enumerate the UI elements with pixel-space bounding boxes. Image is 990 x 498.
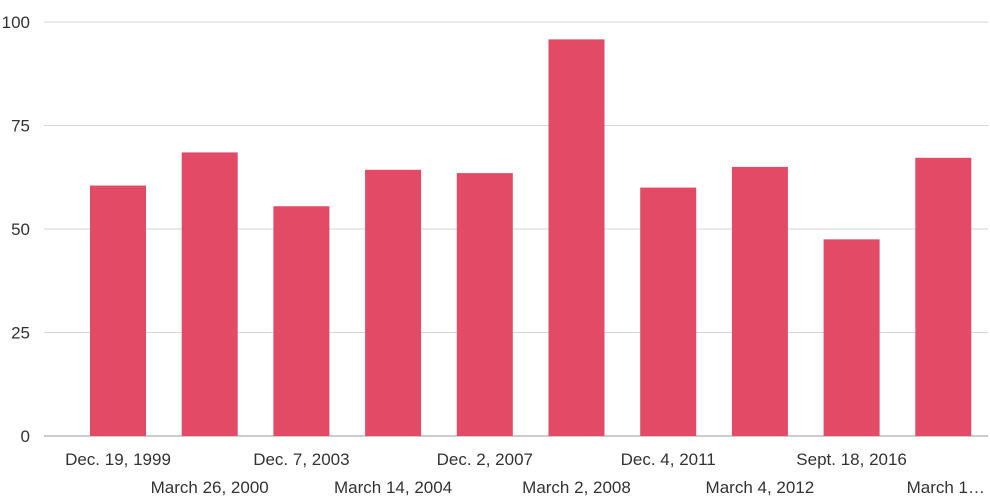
x-category-label: Dec. 7, 2003	[253, 450, 349, 469]
x-category-label: Dec. 4, 2011	[621, 450, 716, 469]
x-category-label: March 1…	[907, 478, 985, 497]
bar	[915, 157, 972, 437]
x-category-label: Dec. 19, 1999	[65, 450, 171, 469]
bars	[90, 39, 972, 437]
y-tick-label: 50	[11, 220, 30, 239]
bar	[273, 206, 330, 436]
bar	[823, 239, 880, 436]
bar	[640, 187, 697, 436]
bar	[365, 169, 422, 436]
y-tick-label: 25	[11, 324, 30, 343]
y-tick-label: 75	[11, 117, 30, 136]
bar	[456, 173, 513, 437]
bar	[548, 39, 605, 436]
x-axis-category-labels: Dec. 19, 1999 March 26, 2000 Dec. 7, 2003 M…	[65, 450, 985, 497]
y-axis-tick-labels: 0 25 50 75 100	[2, 13, 30, 446]
x-category-label: March 4, 2012	[706, 478, 815, 497]
x-category-label: March 14, 2004	[334, 478, 452, 497]
x-category-label: March 2, 2008	[522, 478, 631, 497]
bar	[181, 152, 238, 436]
bar	[90, 185, 146, 436]
x-category-label: Sept. 18, 2016	[796, 450, 907, 469]
x-category-label: Dec. 2, 2007	[437, 450, 533, 469]
y-tick-label: 0	[21, 427, 30, 446]
y-tick-label: 100	[2, 13, 30, 32]
x-category-label: March 26, 2000	[151, 478, 269, 497]
bar	[731, 166, 788, 436]
